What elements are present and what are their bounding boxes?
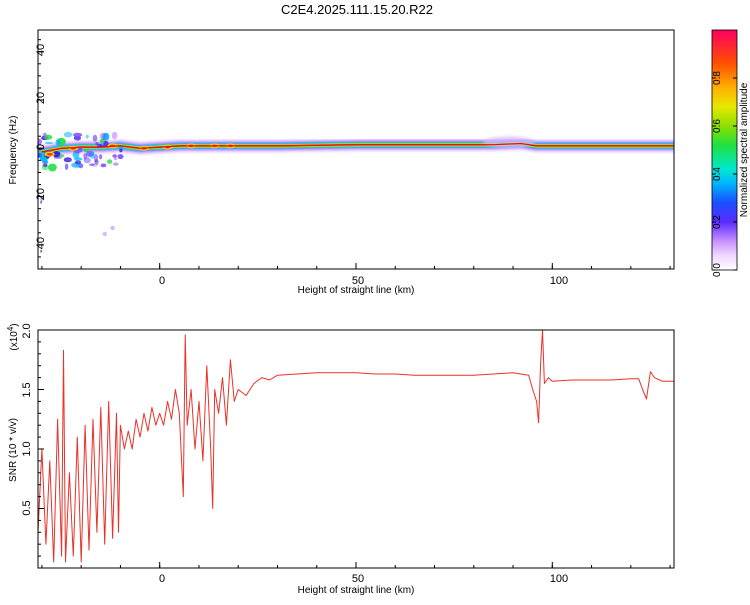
spectrogram-noise-blob — [63, 157, 72, 163]
colorbar-tick-label: 0.0 — [712, 263, 723, 277]
snr-xtick-label: 100 — [550, 573, 568, 585]
spectrogram-noise-blob — [74, 160, 82, 165]
spectrogram-noise-blob — [83, 157, 91, 164]
spectrogram-noise-blob — [90, 151, 95, 159]
spectrogram-noise-blob — [92, 134, 98, 142]
colorbar-tick-label: 0.6 — [712, 119, 723, 133]
spectrogram-ytick-label: -40 — [35, 237, 47, 253]
snr-frame — [37, 329, 675, 569]
spectrogram-noise-blob — [39, 196, 45, 202]
spectrogram-noise-blob — [102, 231, 107, 237]
spectrogram-halo — [483, 136, 536, 149]
chart-title: C2E4.2025.111.15.20.R22 — [281, 2, 433, 17]
spectrogram-ytick-label: 0 — [35, 144, 47, 150]
spectrogram-noise-blob — [103, 141, 108, 148]
snr-xlabel: Height of straight line (km) — [298, 585, 415, 596]
spectrogram-ytick-label: -20 — [35, 188, 47, 204]
colorbar-tick-label: 0.8 — [712, 71, 723, 85]
spectrogram-ridge-core — [41, 142, 674, 153]
spectrogram-heatmap — [38, 131, 674, 237]
spectrogram-noise-blob — [85, 134, 89, 139]
spectrogram-noise-blob — [107, 159, 113, 164]
spectrogram-noise-blob — [38, 150, 42, 153]
spectrogram-noise-blob — [99, 154, 103, 160]
snr-scale-note: (x104) — [6, 323, 20, 350]
spectrogram-noise-blob — [117, 154, 124, 160]
spectrogram-noise-blob — [74, 157, 83, 161]
spectrogram-noise-blob — [53, 156, 63, 160]
spectrogram-noise-blob — [110, 225, 115, 231]
spectrogram-ticks — [38, 39, 671, 270]
spectrogram-ytick-label: 40 — [35, 44, 47, 56]
snr-xtick-label: 50 — [352, 573, 364, 585]
colorbar-gradient — [711, 29, 738, 271]
colorbar-tick-label: 0.4 — [712, 167, 723, 181]
snr-ylabel: SNR (10 * v/v) — [8, 418, 19, 482]
spectrogram-noise-blob — [100, 163, 107, 168]
colorbar-tick-label: 0.2 — [712, 215, 723, 229]
spectrogram-noise-blob — [94, 159, 99, 165]
spectrogram-noise-blob — [95, 142, 99, 146]
spectrogram-noise-blob — [52, 151, 61, 158]
spectrogram-noise-blob — [44, 141, 54, 145]
spectrogram-noise-blob — [63, 131, 73, 138]
spectrogram-xtick-label: 50 — [352, 275, 364, 287]
snr-ytick-label: 1.5 — [21, 382, 33, 397]
spectrogram-noise-blob — [43, 163, 48, 168]
snr-line-layer — [38, 330, 674, 563]
colorbar-ticks — [712, 77, 737, 271]
spectrogram-noise-blob — [112, 154, 118, 158]
spectrogram-noise-blob — [111, 131, 118, 140]
spectrogram-noise-blob — [75, 135, 80, 141]
snr-ytick-label: 1.0 — [21, 441, 33, 456]
snr-xtick-label: 0 — [159, 573, 165, 585]
spectrogram-noise-blob — [89, 163, 95, 166]
spectrogram-noise-blob — [55, 138, 61, 147]
spectrogram-noise-blob — [64, 163, 69, 170]
spectrogram-panel: 40 20 0 -20 -40 0 50 100 Height of strai… — [8, 29, 675, 296]
spectrogram-noise-blob — [39, 156, 47, 162]
spectrogram-noise-blob — [73, 132, 83, 138]
colorbar-label: Normalized spectral amplitude — [739, 82, 750, 217]
spectrogram-ylabel: Frequency (Hz) — [8, 116, 19, 185]
spectrogram-noise-blob — [119, 148, 123, 153]
spectrogram-xtick-label: 100 — [550, 275, 568, 287]
spectrogram-noise-blob — [59, 154, 65, 158]
spectrogram-noise-blob — [112, 162, 119, 166]
spectrogram-noise-blob — [113, 157, 117, 161]
spectrogram-noise-blob — [100, 132, 107, 140]
snr-ytick-label: 0.5 — [21, 500, 33, 515]
spectrogram-noise-blob — [44, 134, 53, 140]
snr-series-line — [38, 330, 674, 563]
colorbar: 0.0 0.2 0.4 0.6 0.8 Normalized spectral … — [711, 29, 750, 277]
spectrogram-noise-blob — [38, 137, 43, 145]
spectrogram-xlabel: Height of straight line (km) — [298, 285, 415, 296]
spectrogram-hot-spot — [46, 153, 53, 156]
spectrogram-ytick-label: 20 — [35, 92, 47, 104]
snr-panel: 0.5 1.0 1.5 2.0 (x104) 0 50 100 Height o… — [6, 323, 675, 596]
spectrogram-noise-blob — [48, 163, 57, 172]
spectrogram-xtick-label: 0 — [159, 275, 165, 287]
snr-ticks — [38, 329, 671, 569]
snr-ytick-label: 2.0 — [21, 323, 33, 338]
